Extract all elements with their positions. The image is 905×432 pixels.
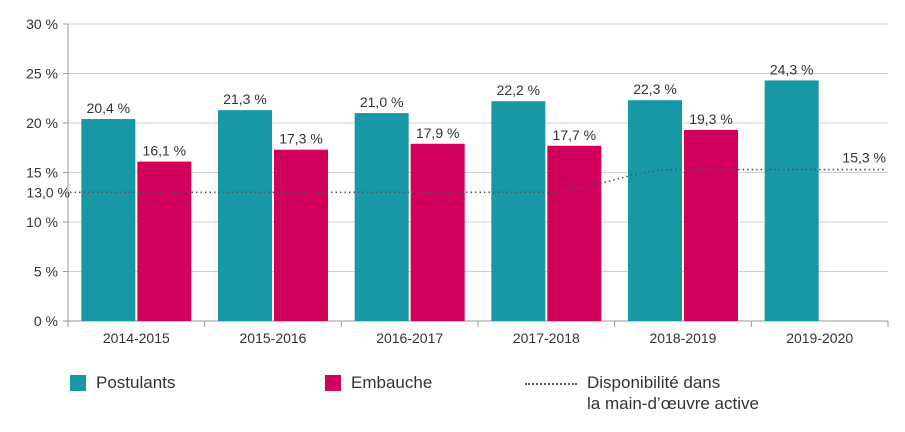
legend-label-line-1: Disponibilité dans [587,373,721,392]
data-label: 17,9 % [416,125,460,141]
bar [81,119,136,321]
availability-end-label: 15,3 % [842,150,886,166]
legend-label-postulants: Postulants [96,373,176,392]
bar [410,143,465,321]
legend-swatch-embauche [325,375,341,391]
data-label: 22,2 % [497,82,541,98]
bar [684,129,738,321]
y-tick-label: 5 % [34,264,58,280]
legend-item-embauche: Embauche [325,372,432,393]
data-label: 17,7 % [553,127,597,143]
x-tick-label: 2017-2018 [513,330,580,346]
legend-dotted-line [525,383,577,385]
x-tick-label: 2018-2019 [650,330,717,346]
bar [274,149,328,321]
legend-item-availability: Disponibilité dans la main-d’œuvre activ… [525,372,759,414]
bar [218,110,272,321]
bar [764,80,819,322]
x-tick-label: 2014-2015 [103,330,170,346]
data-label: 21,3 % [223,91,267,107]
y-tick-label: 0 % [34,313,58,329]
y-tick-label: 15 % [26,165,58,181]
bar [137,161,192,321]
bar [628,100,682,321]
bar [547,145,602,321]
x-tick-label: 2015-2016 [240,330,307,346]
data-label: 20,4 % [87,100,131,116]
data-label: 19,3 % [689,111,733,127]
y-tick-label: 10 % [26,214,58,230]
data-label: 24,3 % [770,61,814,77]
data-label: 22,3 % [633,81,677,97]
availability-line [70,168,886,194]
x-tick-label: 2019-2020 [786,330,853,346]
y-tick-label: 20 % [26,115,58,131]
y-tick-label: 30 % [26,16,58,32]
data-label: 17,3 % [279,131,323,147]
data-label: 21,0 % [360,94,404,110]
legend-label-line-2: la main-d’œuvre active [587,394,759,413]
data-label: 16,1 % [143,143,187,159]
legend-label-embauche: Embauche [351,373,433,392]
legend-swatch-postulants [70,375,86,391]
x-tick-label: 2016-2017 [376,330,443,346]
legend-item-postulants: Postulants [70,372,175,393]
legend: Postulants Embauche Disponibilité dans l… [0,372,905,422]
bar [491,101,546,321]
availability-start-label: 13,0 % [26,184,70,200]
bar [354,113,409,321]
legend-label-availability: Disponibilité dans la main-d’œuvre activ… [587,372,759,414]
y-tick-label: 25 % [26,66,58,82]
chart: 0 % 5 % 10 % 15 % 20 % 25 % 30 % 2014-2015 2015-… [26,16,889,346]
